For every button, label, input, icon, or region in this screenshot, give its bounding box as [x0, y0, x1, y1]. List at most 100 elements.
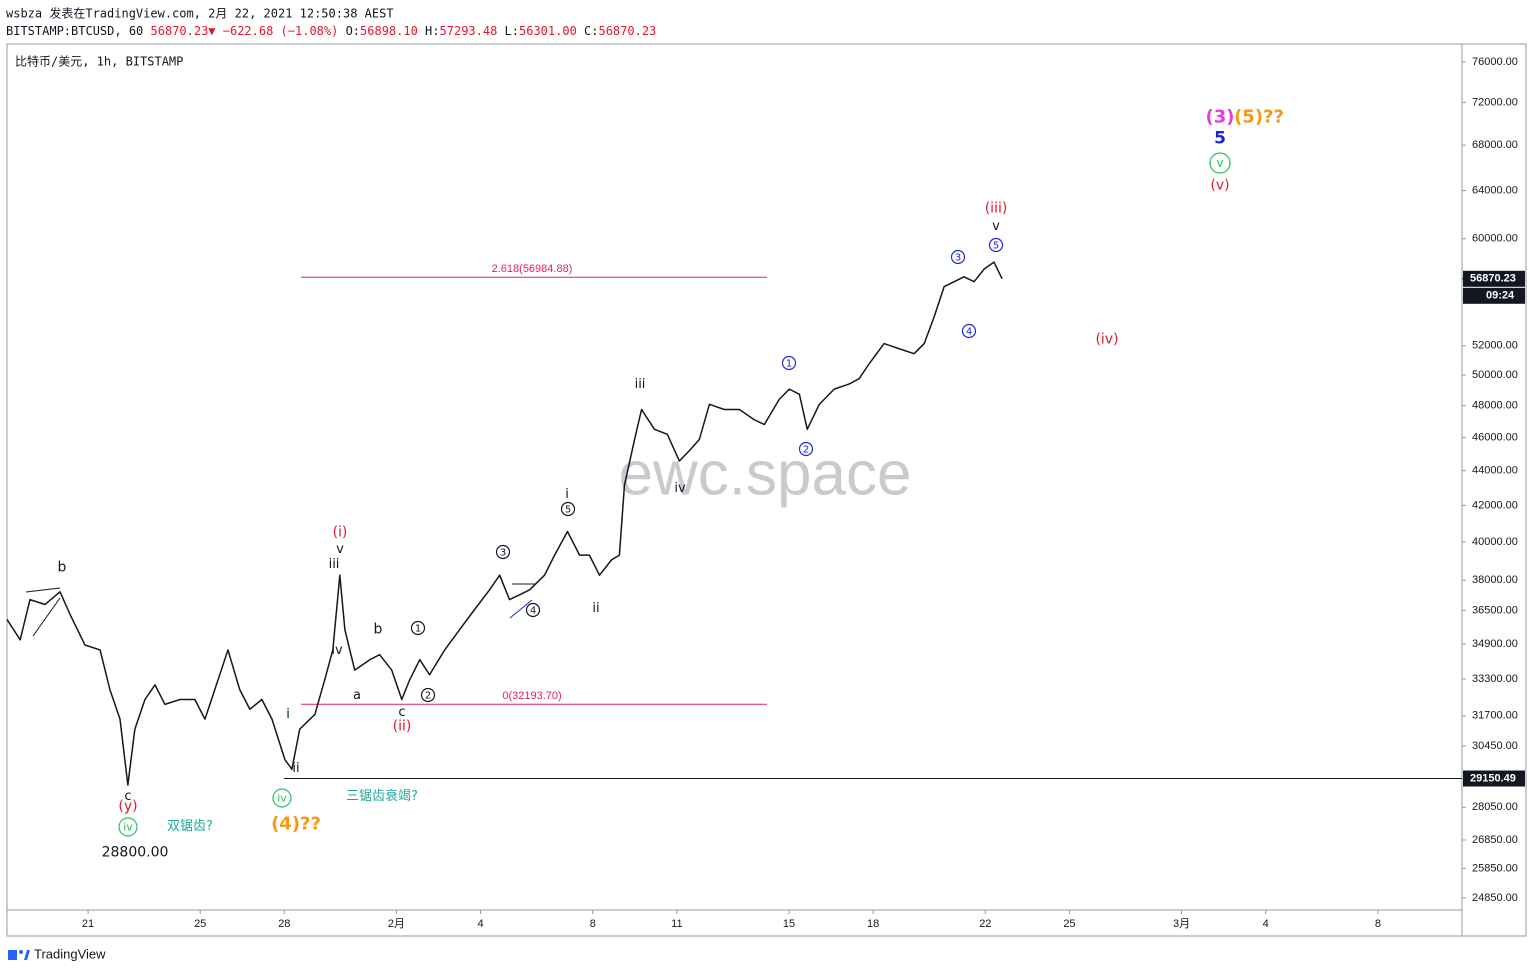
quote-part: O:: [346, 24, 360, 38]
y-tick-label: 34900.00: [1472, 638, 1518, 650]
y-tick-label: 72000.00: [1472, 96, 1518, 108]
annotation: (v): [1210, 178, 1229, 194]
price-line: [6, 261, 1003, 786]
annotation: 28800.00: [102, 845, 169, 861]
drawing-line: [509, 599, 533, 619]
annotation: 5: [993, 241, 999, 252]
x-tick-label: 2月: [388, 918, 405, 930]
annotation: ii: [292, 761, 299, 776]
quote-part: C:: [577, 24, 599, 38]
annotation: 1: [415, 624, 421, 635]
x-tick-label: 18: [867, 918, 879, 930]
quote-part: 56301.00: [519, 24, 577, 38]
countdown-label: 09:24: [1486, 290, 1515, 302]
annotation: 4: [966, 327, 972, 338]
x-tick-label: 25: [1063, 918, 1075, 930]
quote-part: BITSTAMP:BTCUSD, 60: [6, 24, 151, 38]
y-tick-label: 28050.00: [1472, 801, 1518, 813]
x-tick-label: 8: [1375, 918, 1381, 930]
quote-part: 56870.23: [151, 24, 209, 38]
price-tag-label: 29150.49: [1470, 772, 1516, 784]
annotation-circle: [495, 544, 511, 560]
annotation: 5: [565, 505, 571, 516]
annotation: b: [58, 560, 67, 576]
annotation: (ii): [393, 719, 412, 735]
y-tick-label: 40000.00: [1472, 536, 1518, 548]
footer-logo: [8, 950, 30, 960]
y-tick-label: 46000.00: [1472, 431, 1518, 443]
footer: TradingView: [34, 946, 106, 961]
annotation: iii: [329, 557, 340, 572]
annotation: iv: [123, 821, 133, 834]
annotation-circle: [961, 323, 977, 339]
x-tick-label: 4: [478, 918, 484, 930]
annotation-circle: [560, 501, 576, 517]
quote-part: 56870.23: [598, 24, 656, 38]
fib-label: 2.618(56984.88): [492, 263, 573, 275]
annotation-circle: [798, 441, 814, 457]
annotation: v: [336, 542, 344, 557]
annotation: iv: [277, 792, 287, 805]
logo-mark: [8, 950, 17, 960]
y-tick-label: 44000.00: [1472, 465, 1518, 477]
annotation: (iii): [985, 201, 1008, 217]
watermark: ewc.space: [619, 439, 912, 508]
annotation: 4: [530, 606, 536, 617]
y-tick-label: 24850.00: [1472, 892, 1518, 904]
annotation: c: [398, 705, 405, 720]
annotation: (iv): [1095, 332, 1118, 348]
annotation: 三锯齿衰竭?: [346, 788, 418, 804]
annotation: (3): [1206, 107, 1235, 128]
x-tick-label: 11: [671, 918, 682, 930]
price-tag: [1463, 770, 1525, 787]
annotation: ii: [592, 601, 599, 616]
annotation: (y): [118, 799, 137, 815]
y-tick-label: 50000.00: [1472, 369, 1518, 381]
drawing-line: [25, 587, 61, 593]
annotation: v: [1216, 156, 1223, 170]
quote-part: 56898.10: [360, 24, 418, 38]
quote-line: BITSTAMP:BTCUSD, 60 56870.23▼ −622.68 (−…: [6, 24, 656, 38]
annotation: 3: [500, 548, 506, 559]
countdown-tag: [1463, 287, 1525, 304]
x-tick-label: 4: [1263, 918, 1269, 930]
annotation: i: [565, 487, 569, 502]
annotation-circle: [988, 237, 1004, 253]
annotation: v: [992, 219, 1000, 234]
x-tick-label: 21: [82, 918, 94, 930]
y-tick-label: 30450.00: [1472, 740, 1518, 752]
annotation-circle: [420, 687, 436, 703]
logo-dot: [19, 950, 23, 954]
annotation: 1: [786, 359, 792, 370]
y-tick-label: 68000.00: [1472, 139, 1518, 151]
annotation: 2: [425, 691, 431, 702]
quote-part: H:: [418, 24, 440, 38]
x-tick-label: 8: [590, 918, 596, 930]
annotation-circle: [272, 788, 292, 808]
price-tag: [1463, 270, 1525, 287]
y-tick-label: 31700.00: [1472, 710, 1518, 722]
annotation-circle: [118, 817, 138, 837]
fib-label: 0(32193.70): [502, 690, 561, 702]
y-tick-label: 48000.00: [1472, 400, 1518, 412]
chart-title: 比特币/美元, 1h, BITSTAMP: [15, 54, 183, 69]
annotation: c: [124, 789, 131, 804]
annotation-circle: [950, 249, 966, 265]
y-tick-label: 26850.00: [1472, 834, 1518, 846]
x-tick-label: 22: [979, 918, 991, 930]
quote-part: ▼: [208, 24, 216, 38]
y-axis-frame: [1461, 43, 1527, 937]
annotation-circle: [410, 620, 426, 636]
x-tick-label: 15: [783, 918, 795, 930]
y-tick-label: 42000.00: [1472, 499, 1518, 511]
annotation: i: [286, 707, 290, 722]
annotation-circle: [525, 602, 541, 618]
y-tick-label: 33300.00: [1472, 673, 1518, 685]
y-tick-label: 76000.00: [1472, 56, 1518, 68]
annotation: b: [374, 622, 383, 638]
annotation: iv: [674, 481, 686, 496]
header: wsbza 发表在TradingView.com, 2月 22, 2021 12…: [6, 6, 394, 21]
annotation: (5)??: [1234, 107, 1284, 128]
annotation: 2: [803, 445, 809, 456]
